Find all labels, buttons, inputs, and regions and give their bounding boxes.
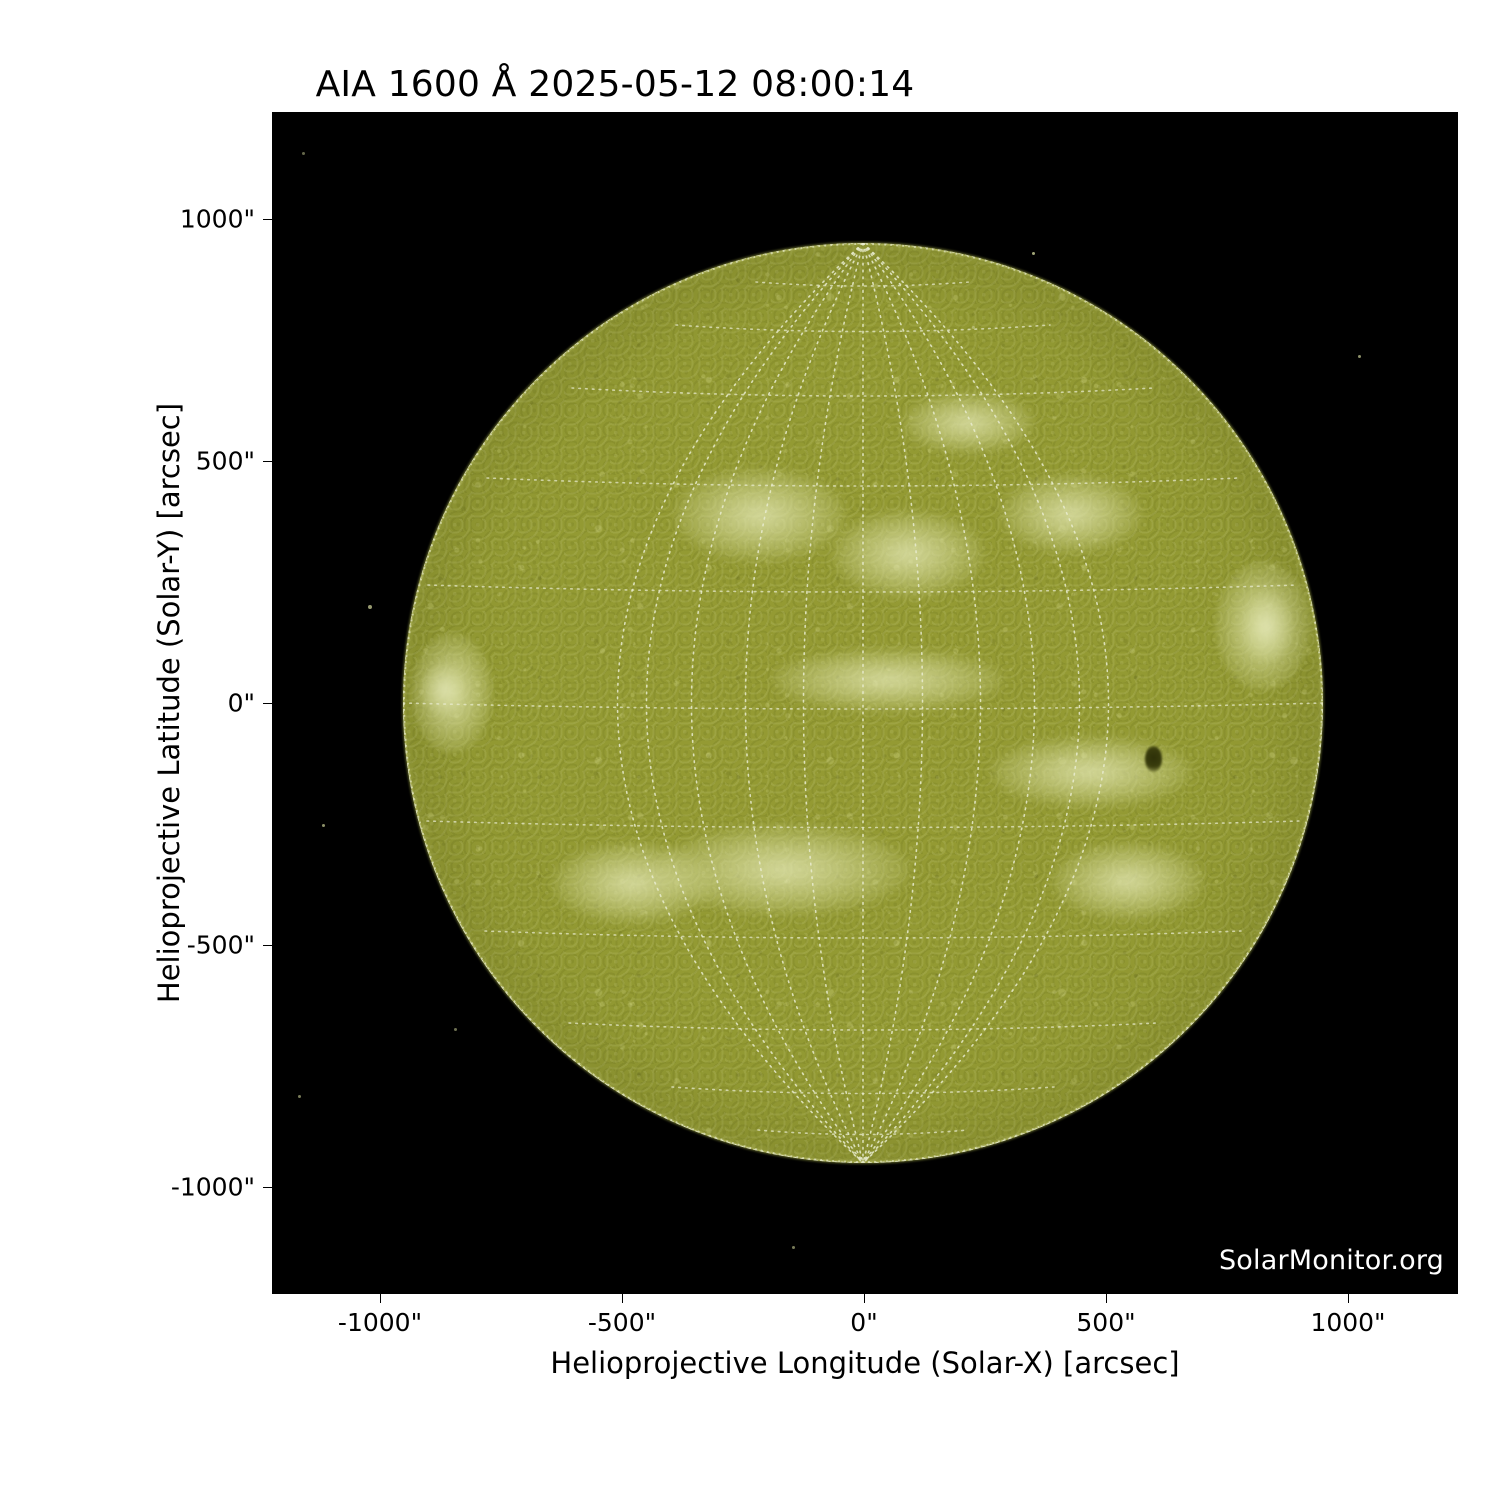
limb-darkening-overlay <box>403 243 1323 1163</box>
x-tick <box>864 1294 865 1303</box>
cosmic-ray-speck <box>302 152 305 155</box>
x-tick <box>622 1294 623 1303</box>
cosmic-ray-speck <box>298 1095 301 1098</box>
x-tick <box>1106 1294 1107 1303</box>
solar-disk <box>403 243 1323 1163</box>
x-tick-label: -500" <box>587 1308 657 1337</box>
cosmic-ray-speck <box>1358 355 1361 358</box>
y-axis-title: Helioprojective Latitude (Solar-Y) [arcs… <box>152 402 186 1004</box>
sunspot-west <box>1145 746 1162 772</box>
y-tick-label: 500" <box>195 446 255 476</box>
x-tick-label: 1000" <box>1310 1308 1386 1337</box>
x-axis-title: Helioprojective Longitude (Solar-X) [arc… <box>550 1346 1180 1380</box>
y-tick-label: 0" <box>227 688 255 718</box>
cosmic-ray-speck <box>1032 252 1035 255</box>
cosmic-ray-speck <box>322 824 325 827</box>
x-tick <box>380 1294 381 1303</box>
cosmic-ray-speck <box>972 326 975 329</box>
x-tick-label: -1000" <box>337 1308 423 1337</box>
y-tick <box>263 1187 272 1188</box>
solar-disk-container: .gl{fill:none;stroke:#e9ecd0;stroke-widt… <box>272 112 1458 1294</box>
x-tick <box>1348 1294 1349 1303</box>
y-tick-label: -500" <box>186 930 255 960</box>
cosmic-ray-speck <box>368 605 372 609</box>
y-tick <box>263 219 272 220</box>
page-title: AIA 1600 Å 2025-05-12 08:00:14 <box>315 64 915 105</box>
y-tick <box>263 945 272 946</box>
y-tick-label: 1000" <box>179 204 255 234</box>
cosmic-ray-speck <box>454 1028 457 1031</box>
x-tick-label: 0" <box>850 1308 878 1337</box>
y-tick <box>263 703 272 704</box>
plot-area[interactable]: .gl{fill:none;stroke:#e9ecd0;stroke-widt… <box>272 112 1458 1294</box>
x-tick-label: 500" <box>1076 1308 1136 1337</box>
cosmic-ray-speck <box>792 1246 795 1249</box>
y-tick-label: -1000" <box>170 1172 255 1202</box>
heliographic-grid: .gl{fill:none;stroke:#e9ecd0;stroke-widt… <box>403 243 1323 1163</box>
y-tick <box>263 461 272 462</box>
watermark: SolarMonitor.org <box>1218 1245 1444 1276</box>
